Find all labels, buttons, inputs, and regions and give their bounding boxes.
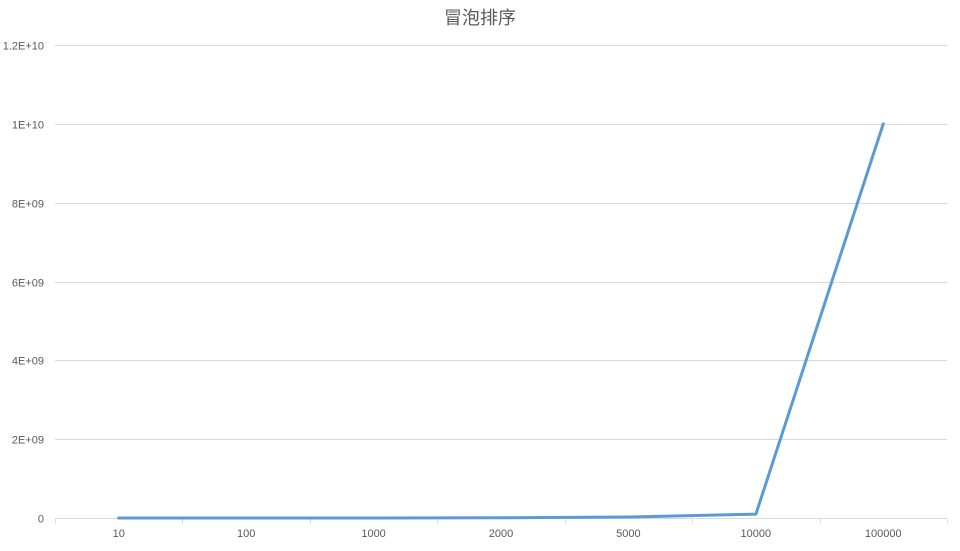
chart-title: 冒泡排序 [444,8,516,29]
y-tick-label: 8E+09 [12,199,44,211]
x-tick-label: 100 [237,528,255,540]
series-lines [117,122,885,520]
x-tick-label: 5000 [616,528,640,540]
y-tick-label: 6E+09 [12,278,44,290]
gridlines [55,45,947,440]
y-tick-label: 0 [38,514,44,526]
y-tick-label: 2E+09 [12,435,44,447]
x-tick-label: 10 [113,528,125,540]
y-tick-label: 4E+09 [12,356,44,368]
tick-labels: 0 2E+09 4E+09 6E+09 8E+09 1E+10 1.2E+10 10 100 10… [3,41,902,541]
series-line [117,122,885,520]
x-tick-label: 1000 [361,528,385,540]
x-tick-label: 2000 [489,528,513,540]
y-tick-label: 1E+10 [12,120,44,132]
x-tick-label: 100000 [865,528,902,540]
y-tick-label: 1.2E+10 [3,41,44,53]
x-tick-label: 10000 [741,528,772,540]
